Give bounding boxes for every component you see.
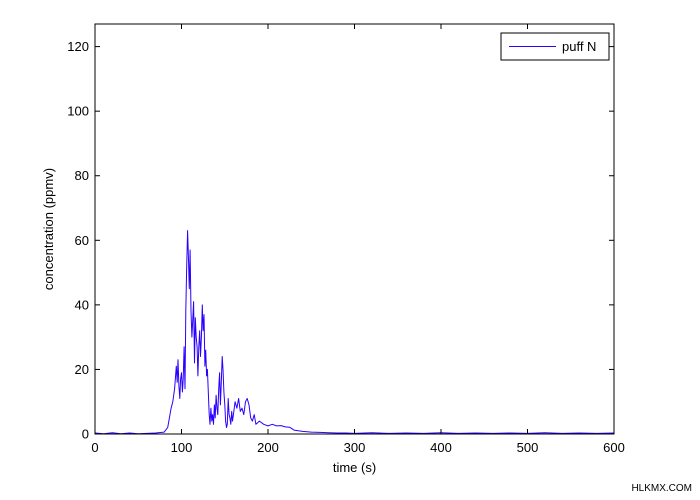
series-line [94,230,615,435]
x-tick-label: 0 [91,440,98,455]
y-tick-label: 120 [67,39,89,54]
x-tick-label: 200 [257,440,279,455]
y-tick-label: 40 [75,297,89,312]
x-tick-label: 400 [430,440,452,455]
legend-label: puff N [562,39,596,54]
watermark-text: HLKMX.COM [631,483,692,494]
y-axis-label: concentration (ppmv) [41,168,56,290]
y-tick-label: 60 [75,233,89,248]
x-axis-label: time (s) [333,460,376,475]
x-tick-label: 300 [344,440,366,455]
y-tick-label: 0 [82,427,89,442]
x-tick-label: 600 [603,440,625,455]
series-layer [94,230,615,435]
y-tick-label: 100 [67,104,89,119]
plot-area [95,24,614,434]
legend: puff N [500,32,610,61]
plot-frame [94,23,615,435]
y-tick-label: 80 [75,168,89,183]
x-tick-label: 100 [171,440,193,455]
y-tick-label: 20 [75,362,89,377]
x-tick-label: 500 [517,440,539,455]
